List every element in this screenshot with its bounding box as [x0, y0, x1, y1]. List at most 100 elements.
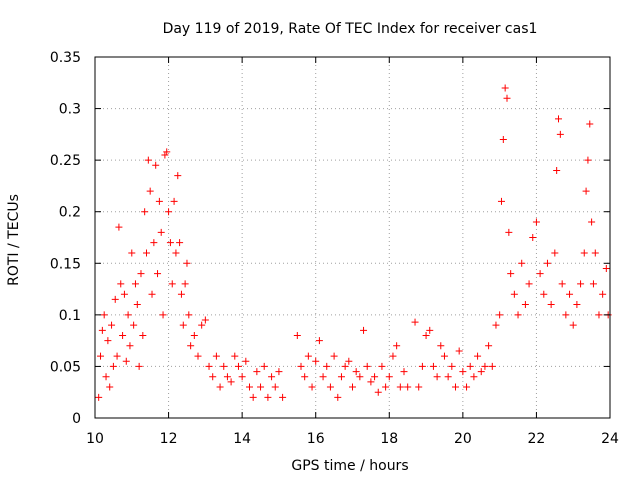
data-point: [155, 197, 163, 205]
data-point: [378, 362, 386, 370]
x-axis-label: GPS time / hours: [291, 458, 408, 474]
data-point: [422, 331, 430, 339]
y-tick-label: 0.35: [50, 50, 81, 66]
data-point: [341, 362, 349, 370]
data-point: [588, 218, 596, 226]
x-tick-label: 22: [528, 431, 546, 447]
data-point: [185, 311, 193, 319]
data-point: [115, 223, 123, 231]
data-point: [521, 301, 529, 309]
data-point: [448, 362, 456, 370]
data-point: [113, 352, 121, 360]
data-point: [190, 331, 198, 339]
x-tick-label: 10: [86, 431, 104, 447]
data-point: [466, 362, 474, 370]
data-point: [551, 249, 559, 257]
data-point: [503, 94, 511, 102]
data-point: [553, 166, 561, 174]
data-point: [437, 342, 445, 350]
data-point: [536, 270, 544, 278]
data-point: [150, 239, 158, 247]
data-point: [349, 383, 356, 391]
chart-title: Day 119 of 2019, Rate Of TEC Index for r…: [163, 21, 538, 37]
data-point: [111, 295, 119, 303]
data-point: [485, 342, 493, 350]
data-point: [216, 383, 224, 391]
data-point: [104, 337, 112, 345]
data-point: [429, 362, 437, 370]
data-point: [555, 115, 562, 123]
data-point: [396, 383, 404, 391]
data-point: [141, 208, 149, 216]
data-point: [540, 290, 548, 298]
data-point: [144, 156, 152, 164]
data-point: [253, 368, 261, 376]
data-point: [279, 393, 287, 401]
data-point: [558, 280, 566, 288]
data-point: [97, 352, 105, 360]
y-axis-label: ROTI / TECUs: [6, 194, 22, 286]
data-point: [297, 362, 305, 370]
data-point: [275, 368, 283, 376]
y-tick-label: 0.05: [50, 359, 81, 375]
data-point: [444, 373, 452, 381]
data-point: [580, 249, 588, 257]
data-point: [371, 373, 379, 381]
data-point: [496, 311, 504, 319]
data-point: [586, 120, 594, 128]
data-point: [404, 383, 412, 391]
data-point: [497, 197, 505, 205]
data-point: [400, 368, 408, 376]
data-point: [507, 270, 515, 278]
data-point: [433, 373, 441, 381]
data-point: [161, 151, 169, 159]
data-point: [599, 290, 607, 298]
data-point: [547, 301, 555, 309]
data-points: [95, 84, 612, 401]
data-point: [120, 290, 128, 298]
data-point: [330, 352, 338, 360]
axis-ticks: [94, 56, 611, 419]
data-point: [128, 249, 136, 257]
data-point: [271, 383, 279, 391]
data-point: [589, 280, 597, 288]
data-point: [505, 228, 513, 236]
data-point: [411, 318, 419, 326]
data-point: [514, 311, 522, 319]
data-point: [231, 352, 239, 360]
data-point: [345, 357, 353, 365]
data-point: [352, 368, 360, 376]
data-point: [492, 321, 500, 329]
data-point: [130, 321, 138, 329]
data-point: [556, 130, 564, 138]
data-point: [356, 373, 364, 381]
y-tick-label: 0.15: [50, 256, 81, 272]
x-tick-label: 16: [307, 431, 325, 447]
data-point: [573, 301, 581, 309]
data-point: [234, 362, 242, 370]
data-point: [117, 280, 125, 288]
data-point: [137, 270, 145, 278]
data-point: [179, 321, 187, 329]
y-tick-label: 0.2: [59, 205, 81, 221]
data-point: [474, 352, 482, 360]
y-tick-label: 0.3: [59, 102, 81, 118]
data-point: [174, 172, 182, 180]
data-point: [131, 280, 139, 288]
grid-lines: [95, 57, 610, 418]
data-point: [126, 342, 134, 350]
data-point: [108, 321, 116, 329]
data-point: [591, 249, 599, 257]
data-point: [463, 383, 471, 391]
data-point: [163, 148, 171, 156]
data-point: [95, 393, 103, 401]
data-point: [385, 373, 393, 381]
data-point: [146, 187, 154, 195]
data-point: [315, 337, 323, 345]
y-tick-label: 0: [72, 411, 81, 427]
data-point: [257, 383, 265, 391]
data-point: [249, 393, 257, 401]
data-point: [205, 362, 213, 370]
data-point: [246, 383, 253, 391]
